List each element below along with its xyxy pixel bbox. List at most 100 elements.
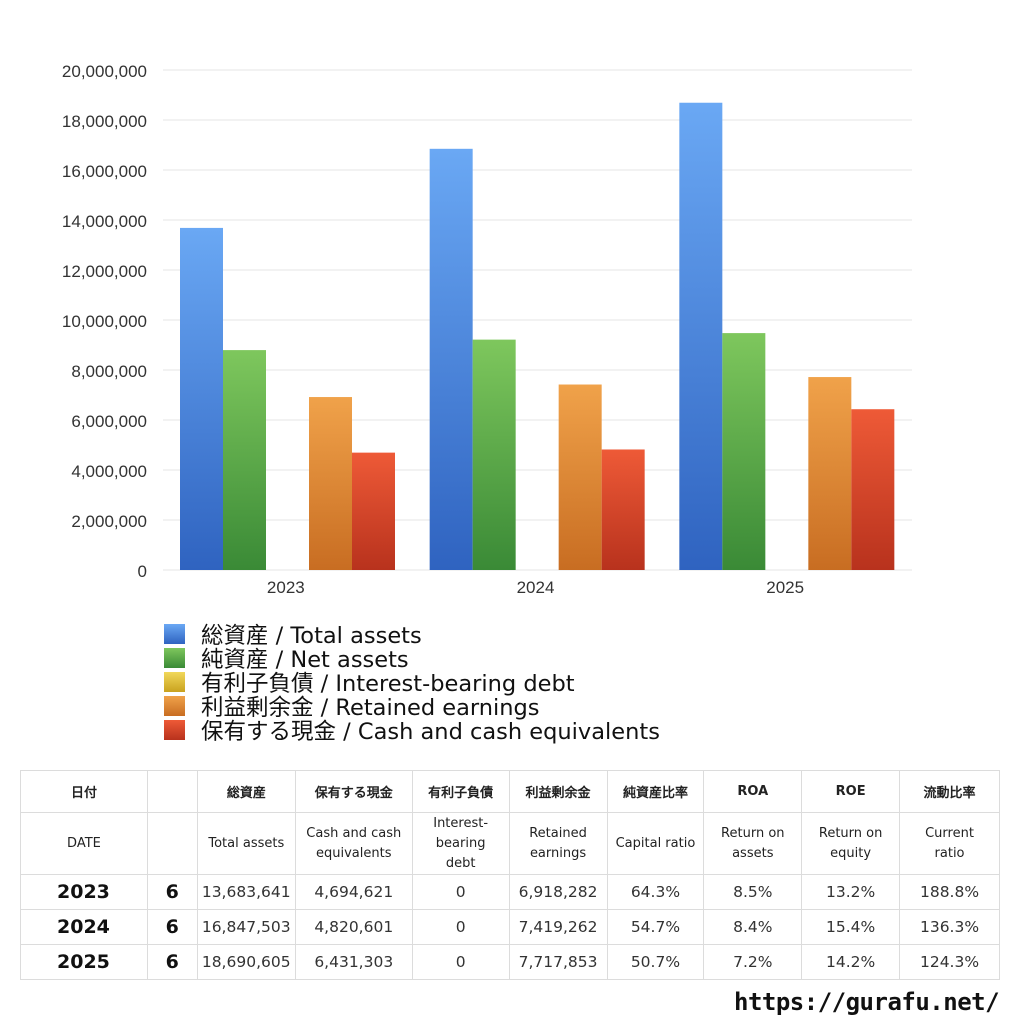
y-tick-label: 14,000,000 [62,212,147,231]
total-assets-cell: 18,690,605 [196,944,296,980]
header-cell: 保有する現金 [294,770,413,813]
header-cell: Cash and cash equivalents [294,812,413,875]
y-tick-label: 8,000,000 [71,362,147,381]
bar [472,339,516,570]
x-tick-label: 2025 [766,578,804,597]
capital-ratio-cell: 64.3% [606,874,705,910]
month-cell: 6 [146,909,198,945]
year-cell: 2024 [20,909,148,945]
legend-item: 純資産 / Net assets [164,646,660,673]
header-cell: 純資産比率 [606,770,705,813]
year-cell: 2023 [20,874,148,910]
header-cell: 有利子負債 [411,770,510,813]
bar [309,397,352,570]
legend-item: 総資産 / Total assets [164,622,660,649]
debt-cell: 0 [411,874,510,910]
y-tick-label: 6,000,000 [71,412,147,431]
table-header-jp: 日付 総資産 保有する現金 有利子負債 利益剰余金 純資産比率 ROA ROE … [20,770,1000,813]
legend-item: 保有する現金 / Cash and cash equivalents [164,718,660,745]
bars [180,102,895,571]
legend-swatch-retained-earnings [164,696,185,716]
retained-earnings-cell: 6,918,282 [508,874,608,910]
legend-label: 総資産 / Total assets [201,623,422,649]
month-cell: 6 [146,874,198,910]
header-cell: Return on assets [703,812,803,875]
y-tick-label: 2,000,000 [71,512,147,531]
header-cell: Retained earnings [508,812,608,875]
x-tick-label: 2023 [267,578,305,597]
table-header-en: DATE Total assets Cash and cash equivalen… [20,812,1000,875]
header-cell: 総資産 [196,770,296,813]
header-cell: ROE [801,770,901,813]
bar-chart: 0 2,000,000 4,000,000 6,000,000 8,000,000 10,… [62,62,912,597]
legend-swatch-interest-bearing-debt [164,672,185,692]
legend-label: 有利子負債 / Interest-bearing debt [201,671,575,697]
y-tick-label: 4,000,000 [71,462,147,481]
y-tick-label: 20,000,000 [62,62,147,81]
header-cell: 流動比率 [899,770,1000,813]
table-row: 2024 6 16,847,503 4,820,601 0 7,419,262 … [20,909,1000,945]
cash-cell: 4,694,621 [294,874,413,910]
y-tick-label: 10,000,000 [62,312,147,331]
y-axis-tick-labels: 0 2,000,000 4,000,000 6,000,000 8,000,000 10,… [62,62,147,581]
month-cell: 6 [146,944,198,980]
retained-earnings-cell: 7,717,853 [508,944,608,980]
header-cell [147,770,198,813]
table-row: 2025 6 18,690,605 6,431,303 0 7,717,853 … [20,944,1000,980]
bar [558,384,602,570]
x-tick-label: 2024 [517,578,555,597]
roe-cell: 13.2% [801,874,901,910]
header-cell [146,812,198,875]
y-tick-label: 16,000,000 [62,162,147,181]
cash-cell: 6,431,303 [294,944,413,980]
current-ratio-cell: 136.3% [899,909,1000,945]
roe-cell: 15.4% [801,909,901,945]
roe-cell: 14.2% [801,944,901,980]
y-tick-label: 18,000,000 [62,112,147,131]
bar [851,409,895,570]
roa-cell: 8.4% [703,909,803,945]
bar [180,227,223,570]
retained-earnings-cell: 7,419,262 [508,909,608,945]
capital-ratio-cell: 54.7% [606,909,705,945]
y-tick-label: 0 [138,562,147,581]
legend-item: 利益剰余金 / Retained earnings [164,694,660,721]
header-cell: 日付 [20,770,148,813]
header-cell: Total assets [196,812,296,875]
current-ratio-cell: 124.3% [899,944,1000,980]
total-assets-cell: 16,847,503 [196,909,296,945]
header-cell: ROA [703,770,803,813]
legend-swatch-net-assets [164,648,185,668]
legend-label: 利益剰余金 / Retained earnings [201,695,540,721]
y-tick-label: 12,000,000 [62,262,147,281]
current-ratio-cell: 188.8% [899,874,1000,910]
x-axis-tick-labels: 2023 2024 2025 [267,578,804,597]
roa-cell: 8.5% [703,874,803,910]
legend-label: 保有する現金 / Cash and cash equivalents [201,719,660,745]
bar [722,333,766,570]
header-cell: Capital ratio [606,812,705,875]
year-cell: 2025 [20,944,148,980]
capital-ratio-cell: 50.7% [606,944,705,980]
debt-cell: 0 [411,909,510,945]
header-cell: 利益剰余金 [508,770,608,813]
legend-item: 有利子負債 / Interest-bearing debt [164,670,660,697]
chart-legend: 総資産 / Total assets 純資産 / Net assets 有利子負… [164,622,660,745]
legend-swatch-total-assets [164,624,185,644]
bar [429,148,473,570]
header-cell: Interest-bearing debt [411,812,510,875]
bar [352,452,395,570]
bar [679,102,723,571]
header-cell: Current ratio [899,812,1000,875]
bar [601,449,645,570]
bar [223,350,266,570]
financial-table: 日付 総資産 保有する現金 有利子負債 利益剰余金 純資産比率 ROA ROE … [20,770,1000,980]
table-row: 2023 6 13,683,641 4,694,621 0 6,918,282 … [20,874,1000,910]
site-url[interactable]: https://gurafu.net/ [734,988,1000,1016]
debt-cell: 0 [411,944,510,980]
header-cell: DATE [20,812,148,875]
bar [808,377,852,570]
total-assets-cell: 13,683,641 [196,874,296,910]
legend-label: 純資産 / Net assets [201,647,409,673]
roa-cell: 7.2% [703,944,803,980]
